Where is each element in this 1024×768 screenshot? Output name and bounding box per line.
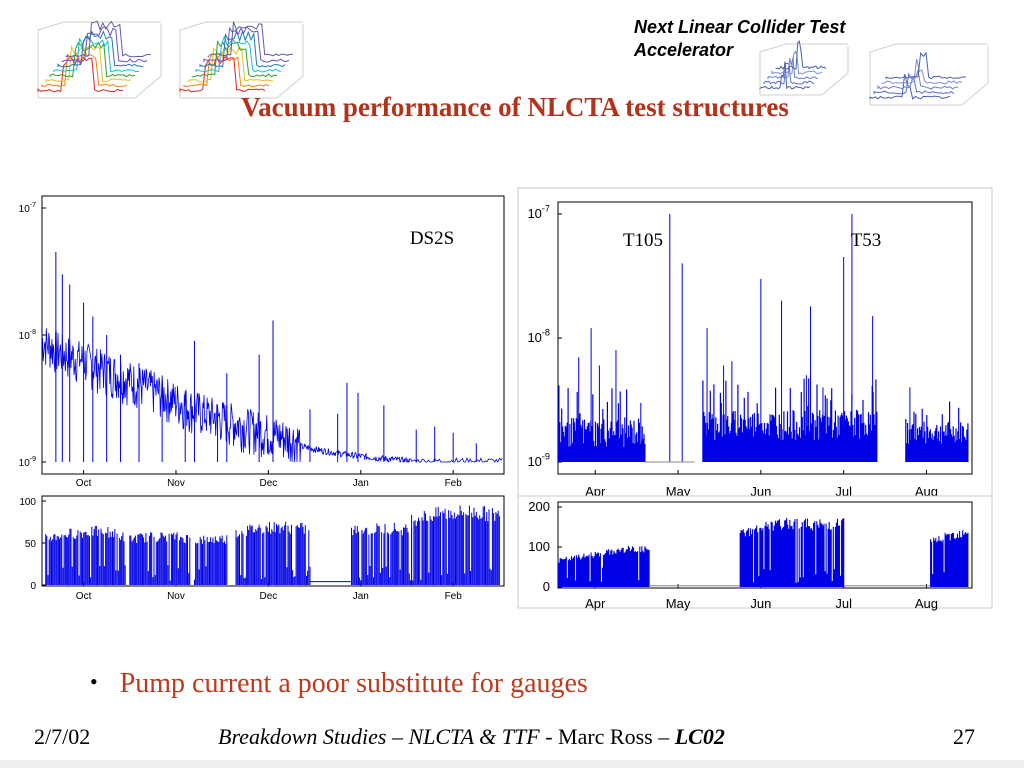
waterfall-plot-left-1-trace — [65, 20, 152, 58]
waterfall-plot-left-1-trace — [41, 51, 128, 88]
chart-ds2s-pressure: 10-7 10-8 10-9 Oct Nov Dec Jan Feb DS2S — [0, 188, 510, 490]
t105-pump-y-label: 100 — [528, 539, 550, 554]
footer-citation-venue: LC02 — [674, 724, 725, 749]
ds2s-pump-x-label: Jan — [353, 591, 369, 602]
ds2s-pump-x-label: Oct — [76, 591, 92, 602]
bullet-dot: • — [90, 669, 98, 694]
waterfall-plot-left-1-axes — [37, 21, 162, 99]
t53-annotation: T53 — [851, 230, 882, 251]
waterfall-plot-left-1-trace — [61, 25, 148, 63]
t105-pressure-segment — [905, 401, 969, 462]
waterfall-plot-left-2-trace — [199, 29, 286, 68]
ds2s-pump-y-label: 100 — [19, 497, 36, 508]
header-note: Next Linear Collider Test Accelerator — [634, 17, 846, 60]
footer-citation: Breakdown Studies – NLCTA & TTF - Marc R… — [218, 724, 725, 750]
t105-pump-segment — [739, 517, 845, 587]
t105-annotation: T105 — [623, 230, 663, 251]
chart-ds2s-pump-current: 0 50 100 Oct Nov Dec Jan Feb — [0, 490, 510, 605]
waterfall-plot-right-2-trace — [877, 68, 959, 90]
t105-pump-segment — [557, 546, 650, 587]
bullet-text: Pump current a poor substitute for gauge… — [119, 668, 588, 699]
chart-t105-t53-pressure: 10-7 10-8 10-9 Apr May Jun Jul Aug T105 T53 — [514, 184, 994, 500]
t105-pump-y-label: 0 — [543, 579, 550, 594]
ds2s-pressure-x-label: Dec — [259, 478, 277, 489]
t105-pump-x-label: Jul — [835, 596, 852, 611]
t105-pump-x-label: Aug — [915, 596, 938, 611]
footer-date: 2/7/02 — [34, 724, 91, 749]
waterfall-plot-left-1 — [37, 20, 162, 99]
t105-pressure-x-label: Apr — [585, 484, 606, 499]
page-number: 27 — [953, 724, 975, 749]
ds2s-pressure-y-label: 10-9 — [19, 456, 36, 469]
ds2s-pump-segment — [351, 522, 413, 585]
t105-pressure-y-label: 10-8 — [527, 328, 550, 346]
waterfall-plot-left-2-trace — [191, 39, 278, 78]
waterfall-plot-left-2-trace — [207, 21, 294, 58]
waterfall-plot-right-1-trace — [767, 57, 819, 80]
waterfall-plot-left-1-trace — [57, 30, 144, 68]
ds2s-pressure-x-label: Nov — [167, 478, 185, 489]
waterfall-plot-right-1-trace — [759, 61, 811, 90]
waterfall-plot-left-1-trace — [53, 35, 140, 73]
ds2s-pump-segment — [194, 535, 228, 585]
ds2s-pump-x-label: Dec — [259, 591, 277, 602]
chart-t105-t53-pump-current: 0 100 200 Apr May Jun Jul Aug — [514, 494, 994, 616]
waterfall-plot-right-1-trace — [771, 50, 823, 75]
ds2s-pressure-x-label: Jan — [353, 478, 369, 489]
t105-pump-x-label: Jun — [750, 596, 771, 611]
ds2s-pump-segment — [45, 526, 126, 585]
waterfall-plot-left-1-trace — [49, 41, 136, 78]
waterfall-plot-left-1-trace — [45, 44, 132, 83]
ds2s-pump-x-label: Nov — [167, 591, 185, 602]
t105-pressure-segment — [557, 385, 646, 462]
waterfall-plot-right-2 — [869, 43, 989, 106]
waterfall-plot-left-2-trace — [195, 35, 282, 73]
ds2s-pressure-y-label: 10-8 — [19, 329, 36, 342]
t105-pump-segment — [930, 530, 969, 587]
waterfall-plot-right-2-trace — [881, 58, 963, 85]
waterfall-plot-right-1-trace — [775, 40, 827, 70]
t105-pump-x-label: May — [666, 596, 691, 611]
ds2s-pump-y-label: 50 — [25, 539, 37, 550]
waterfall-plot-left-2-trace — [183, 50, 270, 88]
waterfall-plot-left-2-trace — [187, 45, 274, 83]
footer-citation-title: Breakdown Studies – NLCTA & TTF — [218, 724, 540, 749]
waterfall-plot-left-1-trace — [37, 56, 124, 93]
bottom-rule — [0, 760, 1024, 768]
ds2s-pump-y-label: 0 — [30, 581, 36, 592]
ds2s-pressure-y-label: 10-7 — [19, 202, 36, 215]
waterfall-plot-left-2 — [179, 21, 304, 99]
ds2s-pressure-trace — [41, 328, 503, 463]
ds2s-pressure-x-label: Oct — [76, 478, 92, 489]
ds2s-pump-x-label: Feb — [445, 591, 463, 602]
waterfall-plot-right-1 — [759, 40, 849, 96]
footer-citation-author: - Marc Ross – — [539, 724, 675, 749]
t105-pressure-x-label: May — [666, 484, 691, 499]
waterfall-plot-right-1-trace — [763, 62, 815, 85]
t105-pressure-y-label: 10-7 — [527, 204, 550, 222]
waterfall-plot-right-2-trace — [885, 51, 967, 80]
waterfall-plot-left-2-trace — [179, 54, 266, 93]
t105-pump-x-label: Apr — [585, 596, 606, 611]
t105-pump-y-label: 200 — [528, 499, 550, 514]
waterfall-plot-right-2-trace — [869, 73, 951, 100]
bullet-item: • Pump current a poor substitute for gaug… — [90, 668, 588, 700]
ds2s-pressure-x-label: Feb — [445, 478, 463, 489]
ds2s-pump-segment — [129, 532, 191, 585]
t105-pressure-x-label: Jul — [835, 484, 852, 499]
ds2s-pump-segment — [411, 505, 500, 585]
t105-pressure-y-label: 10-9 — [527, 452, 550, 470]
ds2s-pump-segment — [235, 521, 311, 585]
t105-pressure-x-label: Aug — [915, 484, 938, 499]
waterfall-plot-right-2-axes — [869, 43, 989, 106]
slide-title: Vacuum performance of NLCTA test structu… — [241, 92, 789, 122]
waterfall-plot-left-2-axes — [179, 21, 304, 99]
waterfall-plot-left-2-trace — [203, 26, 290, 63]
waterfall-plot-right-1-axes — [759, 43, 849, 96]
ds2s-annotation: DS2S — [410, 228, 454, 249]
t105-pressure-x-label: Jun — [750, 484, 771, 499]
